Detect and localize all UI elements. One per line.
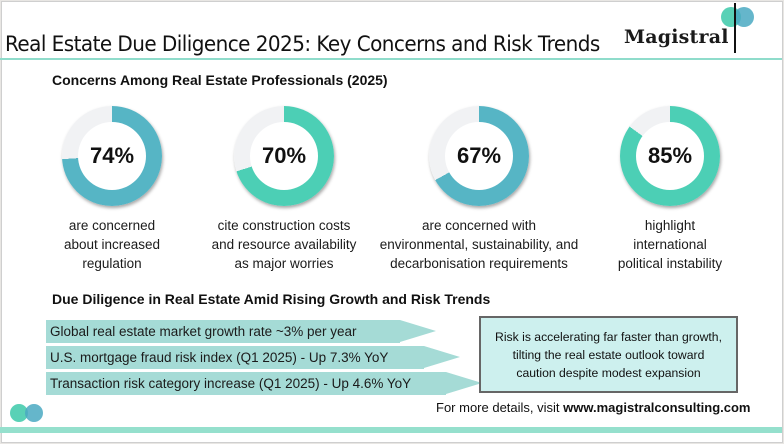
- trend-arrow: Transaction risk category increase (Q1 2…: [46, 372, 482, 395]
- donut-center: 70%: [250, 122, 318, 190]
- caption-line: environmental, sustainability, and: [379, 237, 579, 252]
- brand-name: Magistral: [624, 26, 729, 48]
- title-divider: [0, 58, 782, 60]
- caption-line: decarbonisation requirements: [390, 256, 568, 271]
- page-title: Real Estate Due Diligence 2025: Key Conc…: [5, 32, 600, 57]
- donut-chart: 85%: [620, 106, 720, 206]
- caption-line: as major worries: [234, 256, 334, 271]
- footer-divider: [0, 427, 782, 433]
- trend-arrow: U.S. mortgage fraud risk index (Q1 2025)…: [46, 346, 460, 369]
- caption-line: regulation: [82, 256, 142, 271]
- caption-line: about increased: [63, 237, 161, 252]
- insight-callout: Risk is accelerating far faster than gro…: [479, 316, 738, 393]
- concern-stat: 74% are concerned about increased regulatio…: [32, 106, 192, 273]
- brand-logo: Magistral: [624, 2, 754, 54]
- callout-line: Risk is accelerating far faster than gro…: [495, 329, 722, 344]
- stat-percentage: 70%: [261, 143, 307, 168]
- donut-center: 85%: [636, 122, 704, 190]
- donut-center: 74%: [78, 122, 146, 190]
- trend-text: Transaction risk category increase (Q1 2…: [50, 376, 412, 391]
- footer-note: For more details, visit www.magistralcon…: [436, 400, 750, 415]
- arrow-tip: [400, 320, 436, 342]
- footer-logo-circle-blue-icon: [25, 404, 43, 422]
- logo-circle-blue-icon: [734, 7, 754, 27]
- caption-line: political instability: [617, 256, 723, 271]
- caption-line: are concerned: [68, 218, 156, 233]
- trend-arrow: Global real estate market growth rate ~3…: [46, 320, 436, 343]
- caption-line: international: [633, 237, 707, 252]
- stat-caption: cite construction costs and resource avai…: [204, 216, 364, 273]
- logo-divider: [734, 3, 736, 53]
- stat-percentage: 85%: [647, 143, 693, 168]
- stat-caption: highlight international political instabil…: [590, 216, 750, 273]
- stat-caption: are concerned about increased regulation: [32, 216, 192, 273]
- caption-line: highlight: [644, 218, 696, 233]
- donut-chart: 70%: [234, 106, 334, 206]
- concern-stat: 67% are concerned with environmental, sust…: [369, 106, 589, 273]
- stat-percentage: 67%: [456, 143, 502, 168]
- concern-stat: 85% highlight international political insta…: [590, 106, 750, 273]
- donut-chart: 74%: [62, 106, 162, 206]
- trend-text: Global real estate market growth rate ~3…: [50, 324, 357, 339]
- arrow-tip: [424, 346, 460, 368]
- website-link[interactable]: www.magistralconsulting.com: [563, 400, 751, 415]
- concern-stat: 70% cite construction costs and resource a…: [204, 106, 364, 273]
- footer-logo-circle-mint-icon: [10, 404, 28, 422]
- caption-line: and resource availability: [211, 237, 357, 252]
- arrow-tip: [446, 372, 482, 394]
- caption-line: are concerned with: [421, 218, 537, 233]
- section-heading-trends: Due Diligence in Real Estate Amid Rising…: [52, 291, 491, 307]
- section-heading-concerns: Concerns Among Real Estate Professionals…: [52, 72, 388, 88]
- donut-center: 67%: [445, 122, 513, 190]
- footer-prefix: For more details, visit: [436, 400, 564, 415]
- callout-line: caution despite modest expansion: [516, 365, 701, 380]
- trend-text: U.S. mortgage fraud risk index (Q1 2025)…: [50, 350, 389, 365]
- stat-percentage: 74%: [89, 143, 135, 168]
- stat-caption: are concerned with environmental, sustain…: [369, 216, 589, 273]
- callout-line: tilting the real estate outlook toward: [512, 347, 705, 362]
- caption-line: cite construction costs: [217, 218, 351, 233]
- donut-chart: 67%: [429, 106, 529, 206]
